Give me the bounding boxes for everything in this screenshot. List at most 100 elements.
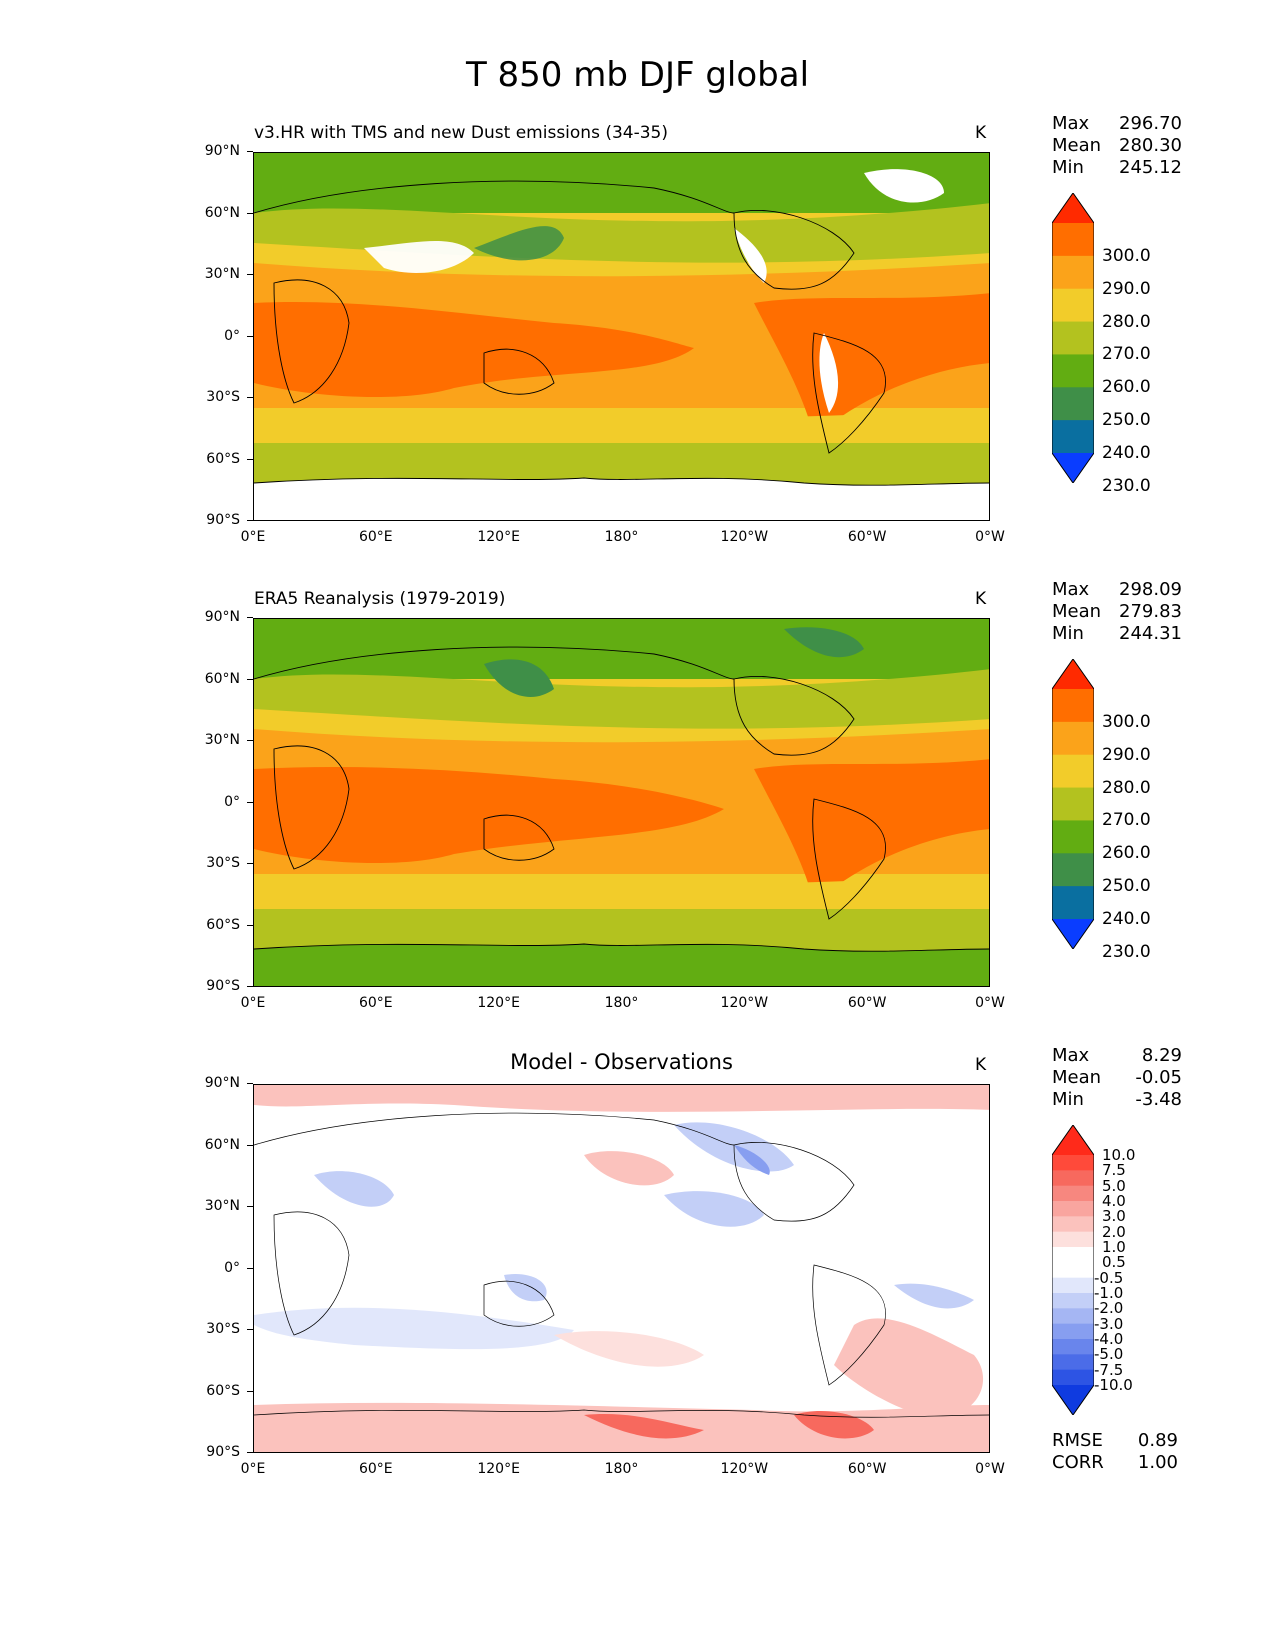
colorbar (1052, 659, 1094, 949)
lat-tick-label: 60°N (180, 1137, 253, 1153)
lon-tick-label: 0°E (240, 1461, 266, 1477)
colorbar-tick-label: 240.0 (1102, 909, 1151, 929)
stats-block: Max 296.70 Mean 280.30 Min 245.12 (1052, 113, 1182, 178)
colorbar-tick-label: -7.5 (1094, 1360, 1124, 1379)
colorbar-extend-min (1052, 1385, 1094, 1415)
colorbar-tick-label: 250.0 (1102, 410, 1151, 431)
lat-tick-label: 90°N (180, 609, 253, 625)
lon-tick-label: 0°E (240, 995, 266, 1011)
lon-tick-label: 60°E (358, 995, 393, 1011)
lon-tick-label: 120°W (720, 529, 769, 545)
colorbar-tick-label: 250.0 (1102, 876, 1151, 897)
colorbar-segment (1052, 255, 1094, 290)
lon-tick-label: 180° (604, 1461, 639, 1477)
colorbar-tick-label: 1.0 (1102, 1238, 1126, 1256)
lat-tick-label: 90°S (180, 978, 253, 994)
lat-tick-label: 30°S (180, 1321, 253, 1337)
colorbar-tick-label: 230.0 (1102, 475, 1151, 496)
stat-max: 8.29 (1141, 1045, 1182, 1066)
colorbar-segment (1052, 1247, 1094, 1263)
lon-tick-label: 60°W (847, 995, 887, 1011)
colorbar-tick-label: 10.0 (1102, 1146, 1136, 1164)
colorbar-segment (1052, 288, 1094, 323)
lat-tick-label: 0° (180, 328, 253, 344)
units-label: K (975, 589, 987, 609)
stat-min: 244.31 (1119, 623, 1182, 644)
colorbar-segment (1052, 1277, 1094, 1294)
colorbar-segment (1052, 387, 1094, 421)
panel-difference: Model - Observations K Max 8. (0, 1045, 1275, 1510)
map-observed-temperature (253, 618, 990, 987)
rmse-value: 0.89 (1137, 1430, 1178, 1451)
colorbar-segment (1052, 721, 1094, 756)
colorbar-tick-label: 3.0 (1102, 1207, 1126, 1226)
colorbar (1052, 193, 1094, 483)
colorbar-segment (1052, 321, 1094, 355)
colorbar-segment (1052, 1339, 1094, 1355)
colorbar-segment (1052, 853, 1094, 887)
colorbar-tick-label: 260.0 (1102, 377, 1151, 398)
stat-mean: 280.30 (1119, 135, 1182, 156)
stat-max: 296.70 (1119, 113, 1182, 134)
lat-tick-label: 30°S (180, 389, 253, 405)
lon-tick-label: 60°W (847, 529, 887, 545)
panel-title: Model - Observations (510, 1050, 733, 1074)
colorbar-segment (1052, 1308, 1094, 1325)
map-difference (253, 1084, 990, 1453)
lat-tick-label: 0° (180, 1260, 253, 1276)
panel-model: v3.HR with TMS and new Dust emissions (3… (0, 113, 1275, 578)
colorbar-segment (1052, 689, 1094, 723)
panel-observations: ERA5 Reanalysis (1979-2019) K Max 298.09 … (0, 579, 1275, 1044)
lon-tick-label: 0°E (240, 529, 266, 545)
colorbar-extend-min (1052, 453, 1094, 483)
lat-tick-label: 30°S (180, 855, 253, 871)
lat-tick-label: 30°N (180, 266, 253, 282)
stats-block: Max 8.29 Mean -0.05 Min -3.48 (1052, 1045, 1182, 1110)
stat-mean: 279.83 (1119, 601, 1182, 622)
panel-title: ERA5 Reanalysis (1979-2019) (254, 589, 506, 609)
colorbar-tick-label: 280.0 (1102, 777, 1151, 798)
lat-tick-label: 90°N (180, 1075, 253, 1091)
colorbar-segment (1052, 1369, 1094, 1386)
colorbar-tick-label: -4.0 (1094, 1330, 1124, 1348)
lat-tick-label: 60°N (180, 205, 253, 221)
stat-max: 298.09 (1119, 579, 1182, 600)
rmse-corr-block: RMSE 0.89 CORR 1.00 (1052, 1430, 1178, 1473)
units-label: K (975, 1055, 987, 1075)
colorbar-segment (1052, 1262, 1094, 1279)
lon-tick-label: 120°W (720, 1461, 769, 1477)
colorbar-segment (1052, 1170, 1094, 1187)
figure-title: T 850 mb DJF global (465, 55, 810, 95)
map-model-temperature (253, 152, 990, 521)
lon-tick-label: 60°E (358, 1461, 393, 1477)
colorbar-segment (1052, 1155, 1094, 1171)
colorbar-tick-label: 2.0 (1102, 1222, 1126, 1241)
colorbar-segment (1052, 1323, 1094, 1340)
stat-min: -3.48 (1135, 1089, 1182, 1110)
colorbar-extend-max (1052, 1125, 1094, 1155)
colorbar-tick-label: 260.0 (1102, 843, 1151, 864)
lat-tick-label: 60°N (180, 671, 253, 687)
lat-tick-label: 60°S (180, 451, 253, 467)
stat-mean: -0.05 (1135, 1067, 1182, 1088)
colorbar-tick-label: 0.5 (1102, 1253, 1126, 1272)
colorbar-extend-max (1052, 193, 1094, 223)
lat-tick-label: 60°S (180, 917, 253, 933)
lon-tick-label: 60°W (847, 1461, 887, 1477)
colorbar-tick-label: 270.0 (1102, 344, 1151, 365)
lon-tick-label: 120°E (477, 1461, 520, 1477)
colorbar-segment (1052, 354, 1094, 388)
colorbar-tick-label: 230.0 (1102, 941, 1151, 962)
colorbar-tick-label: 300.0 (1102, 245, 1151, 266)
colorbar-extend-min (1052, 919, 1094, 949)
colorbar-extend-max (1052, 659, 1094, 689)
colorbar-tick-label: -5.0 (1094, 1345, 1124, 1364)
lat-tick-label: 90°N (180, 143, 253, 159)
colorbar-tick-label: -3.0 (1094, 1314, 1124, 1333)
colorbar-segment (1052, 1185, 1094, 1202)
lon-tick-label: 0°W (975, 529, 1005, 545)
colorbar-tick-label: 270.0 (1102, 810, 1151, 831)
lon-tick-label: 180° (604, 995, 639, 1011)
lon-tick-label: 120°W (720, 995, 769, 1011)
colorbar-tick-label: 300.0 (1102, 711, 1151, 732)
